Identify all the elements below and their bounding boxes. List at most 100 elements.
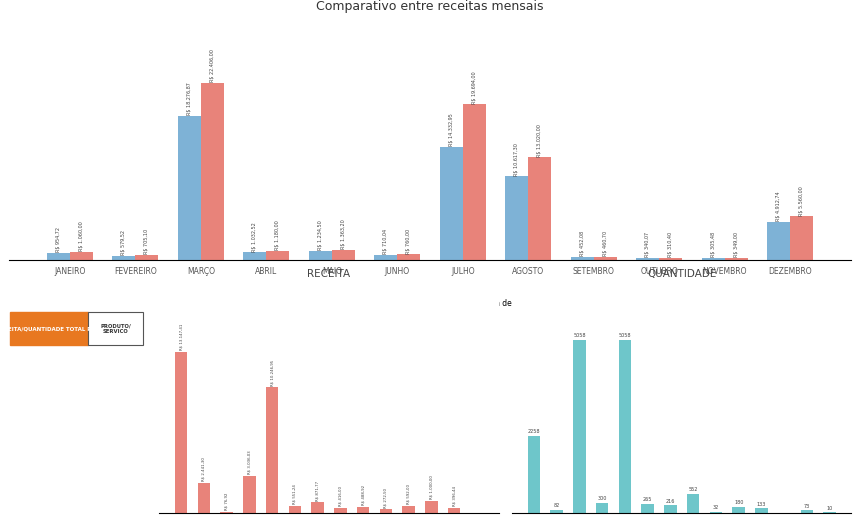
- Bar: [528, 436, 540, 513]
- Bar: [801, 510, 814, 513]
- Text: R$ 710,04: R$ 710,04: [384, 229, 389, 254]
- Legend: Receita com descontos, Receita sem descontos: Receita com descontos, Receita sem desco…: [316, 296, 544, 311]
- Text: R$ 1.060,00: R$ 1.060,00: [79, 222, 83, 251]
- Bar: [687, 494, 699, 513]
- Text: R$ 310,40: R$ 310,40: [668, 232, 673, 257]
- Text: R$ 1.180,00: R$ 1.180,00: [275, 221, 280, 250]
- Bar: [243, 252, 267, 261]
- Bar: [463, 105, 486, 261]
- Bar: [243, 476, 255, 513]
- Text: RECEITA/QUANTIDADE TOTAL POR:: RECEITA/QUANTIDADE TOTAL POR:: [0, 326, 102, 331]
- Bar: [636, 258, 660, 261]
- Bar: [618, 340, 631, 513]
- Text: R$ 14.332,95: R$ 14.332,95: [449, 113, 454, 146]
- Text: 265: 265: [643, 497, 653, 502]
- Text: R$ 954,72: R$ 954,72: [56, 227, 61, 252]
- Bar: [198, 483, 210, 513]
- Text: R$ 13.020,00: R$ 13.020,00: [538, 124, 542, 156]
- Text: 216: 216: [666, 499, 675, 503]
- Bar: [702, 258, 725, 261]
- Text: R$ 1.234,50: R$ 1.234,50: [318, 220, 322, 250]
- Text: R$ 460,70: R$ 460,70: [603, 231, 608, 256]
- Bar: [309, 251, 332, 261]
- Bar: [266, 387, 279, 513]
- Bar: [289, 506, 301, 513]
- Bar: [113, 256, 135, 261]
- Text: R$ 1.363,20: R$ 1.363,20: [341, 219, 346, 249]
- Text: R$ 76,92: R$ 76,92: [224, 493, 229, 510]
- Text: 133: 133: [757, 501, 766, 507]
- Bar: [571, 257, 593, 261]
- Text: 73: 73: [804, 503, 810, 509]
- Text: R$ 488,92: R$ 488,92: [361, 485, 366, 505]
- Text: R$ 2.441,30: R$ 2.441,30: [202, 457, 206, 481]
- Bar: [220, 512, 233, 513]
- Text: R$ 3.036,03: R$ 3.036,03: [248, 450, 251, 474]
- Text: R$ 349,00: R$ 349,00: [734, 232, 739, 257]
- Text: 552: 552: [689, 487, 697, 492]
- Text: R$ 305,48: R$ 305,48: [710, 232, 716, 257]
- Bar: [311, 502, 324, 513]
- Text: R$ 760,00: R$ 760,00: [406, 228, 411, 254]
- Bar: [178, 116, 200, 261]
- Bar: [664, 506, 677, 513]
- Bar: [175, 352, 187, 513]
- Text: R$ 22.406,00: R$ 22.406,00: [210, 49, 215, 82]
- Text: R$ 579,52: R$ 579,52: [121, 230, 126, 255]
- Title: QUANTIDADE: QUANTIDADE: [647, 269, 716, 279]
- Bar: [70, 252, 93, 261]
- Bar: [335, 508, 347, 513]
- Text: R$ 551,24: R$ 551,24: [293, 485, 297, 505]
- Bar: [379, 510, 392, 513]
- Title: Comparativo entre receitas mensais: Comparativo entre receitas mensais: [316, 0, 544, 13]
- Text: R$ 592,00: R$ 592,00: [407, 484, 411, 504]
- Bar: [506, 176, 528, 261]
- Bar: [397, 254, 421, 261]
- Bar: [402, 506, 415, 513]
- Text: R$ 871,77: R$ 871,77: [316, 480, 320, 500]
- Text: 300: 300: [598, 496, 607, 501]
- Text: R$ 1.032,52: R$ 1.032,52: [252, 222, 257, 252]
- Bar: [573, 340, 586, 513]
- Bar: [425, 500, 438, 513]
- FancyBboxPatch shape: [10, 312, 89, 345]
- Bar: [528, 157, 551, 261]
- Text: R$ 5.560,00: R$ 5.560,00: [799, 186, 804, 215]
- Text: 32: 32: [713, 505, 719, 510]
- Bar: [374, 255, 397, 261]
- Bar: [550, 510, 563, 513]
- Text: 5058: 5058: [618, 333, 631, 338]
- Bar: [755, 508, 768, 513]
- Bar: [200, 83, 224, 261]
- Bar: [767, 222, 790, 261]
- Text: R$ 416,00: R$ 416,00: [339, 486, 342, 506]
- Text: 5058: 5058: [573, 333, 586, 338]
- Text: PRODUTO/
SERVICO: PRODUTO/ SERVICO: [101, 323, 131, 334]
- Text: R$ 705,10: R$ 705,10: [144, 229, 150, 254]
- FancyBboxPatch shape: [89, 312, 143, 345]
- Bar: [439, 147, 463, 261]
- Text: 82: 82: [554, 503, 560, 508]
- Bar: [710, 512, 722, 513]
- Text: 10: 10: [826, 506, 832, 511]
- Bar: [725, 257, 747, 261]
- Bar: [332, 250, 354, 261]
- Text: R$ 10.617,30: R$ 10.617,30: [514, 143, 519, 176]
- Text: R$ 10.246,95: R$ 10.246,95: [270, 359, 274, 386]
- Text: 180: 180: [734, 500, 743, 505]
- Bar: [642, 504, 654, 513]
- Bar: [660, 258, 682, 261]
- Text: R$ 4.912,74: R$ 4.912,74: [777, 191, 781, 221]
- Text: R$ 1.000,00: R$ 1.000,00: [429, 475, 433, 499]
- Text: R$ 340,07: R$ 340,07: [645, 232, 650, 257]
- Text: R$ 272,50: R$ 272,50: [384, 488, 388, 508]
- Text: R$ 13.147,41: R$ 13.147,41: [179, 324, 183, 350]
- Bar: [733, 507, 745, 513]
- Text: 2258: 2258: [528, 429, 540, 434]
- Title: RECEITA: RECEITA: [308, 269, 351, 279]
- Bar: [47, 253, 70, 261]
- Bar: [135, 255, 158, 261]
- Text: R$ 452,08: R$ 452,08: [580, 231, 585, 256]
- Bar: [357, 507, 370, 513]
- Bar: [790, 217, 813, 261]
